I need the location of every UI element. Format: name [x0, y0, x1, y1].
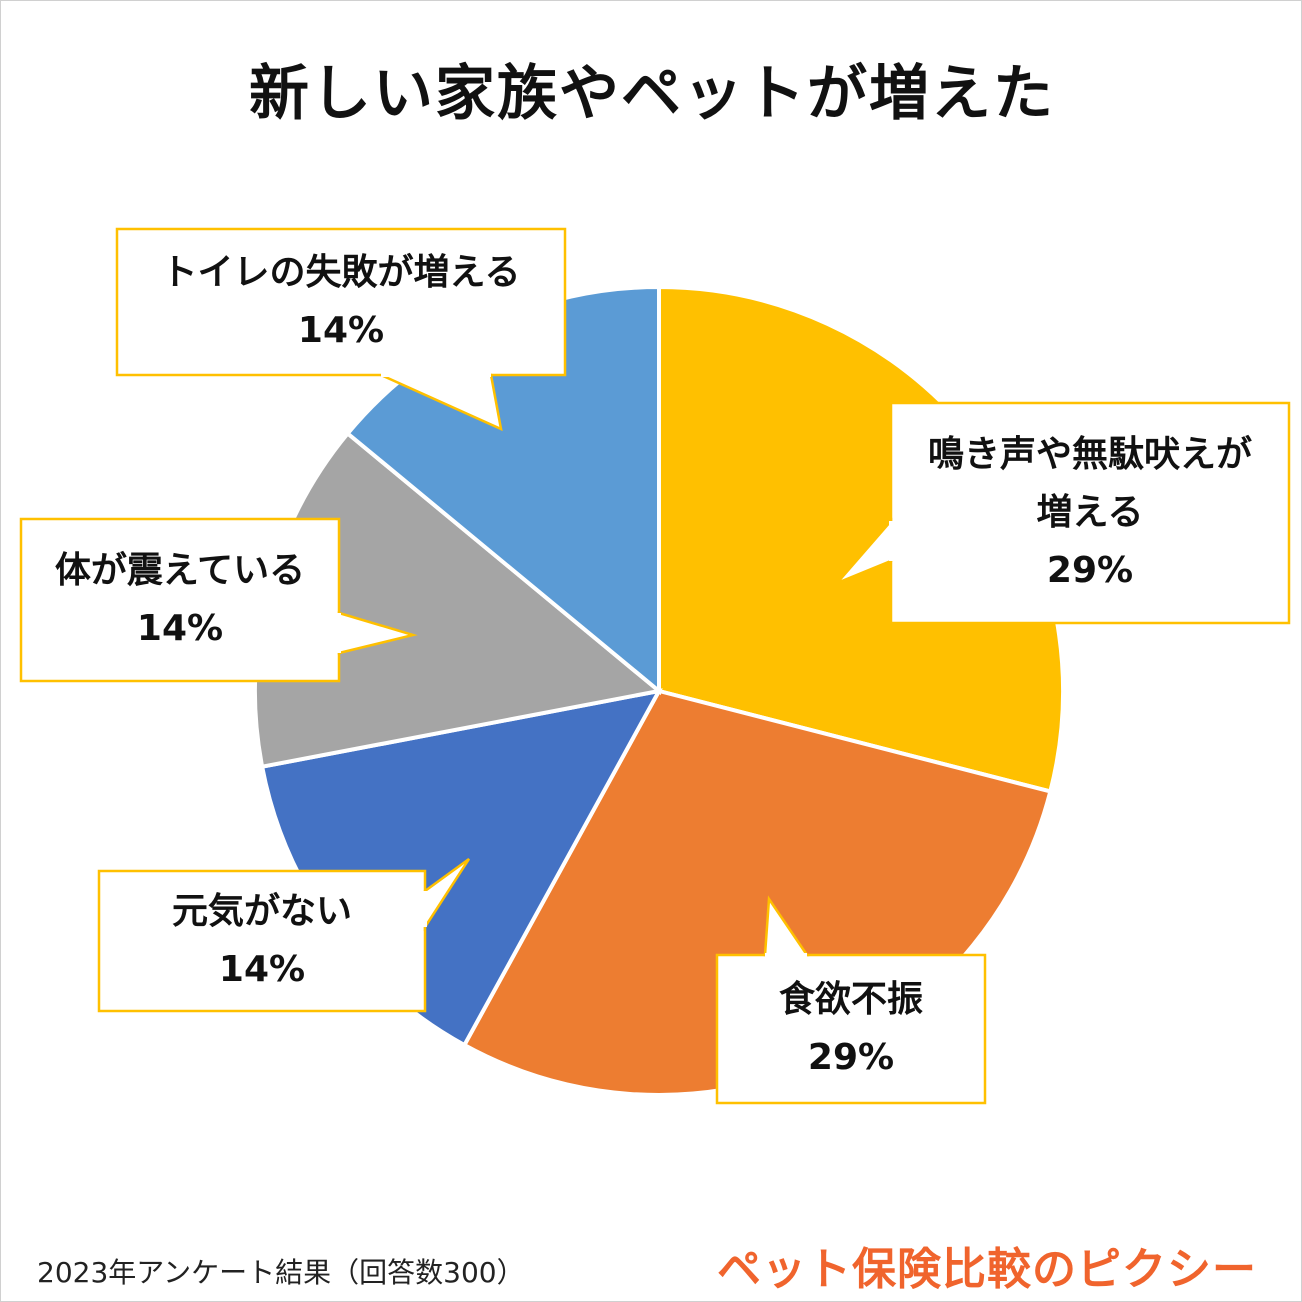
slice-value-label: 14%: [218, 949, 306, 990]
slice-label-line: 鳴き声や無駄吠えが: [927, 434, 1252, 475]
slice-label: 食欲不振 29%: [717, 971, 985, 1087]
slice-value-label: 14%: [136, 608, 224, 649]
slice-value-label: 14%: [297, 310, 385, 351]
slice-value-label: 29%: [807, 1037, 895, 1078]
callout-box: [19, 517, 341, 683]
slice-label: 鳴き声や無駄吠えが 増える 29%: [891, 426, 1289, 600]
slice-label: 体が震えている 14%: [21, 542, 339, 658]
callout-box: [115, 227, 567, 377]
brand-logo-text: ペット保険比較のピクシー: [717, 1244, 1257, 1295]
slice-label-line: 増える: [1036, 492, 1144, 533]
slice-label-line: 元気がない: [171, 891, 352, 932]
slice-value-label: 29%: [1046, 550, 1134, 591]
callout-box: [889, 401, 1291, 625]
slice-label-line: 体が震えている: [54, 550, 306, 591]
slice-label: トイレの失敗が増える 14%: [117, 244, 565, 360]
survey-footnote: 2023年アンケート結果（回答数300）: [37, 1256, 525, 1289]
slice-label-line: トイレの失敗が増える: [161, 252, 521, 293]
slice-label: 元気がない 14%: [99, 883, 425, 999]
chart-title: 新しい家族やペットが増えた: [249, 59, 1055, 129]
callout-box: [715, 953, 987, 1105]
slice-label-line: 食欲不振: [778, 979, 923, 1020]
callout-box: [97, 869, 427, 1013]
